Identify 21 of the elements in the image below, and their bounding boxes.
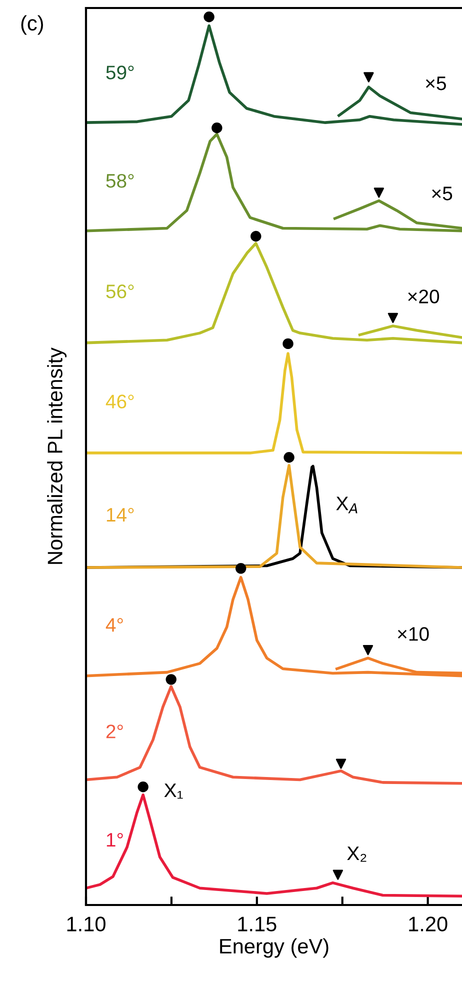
annotation: X₂: [347, 846, 366, 862]
text: 4°: [106, 618, 123, 632]
text: 58°: [106, 174, 134, 188]
y-axis-title: Normalized PL intensity: [47, 348, 67, 564]
x-tick-label: 1.10: [67, 916, 106, 932]
annotation: ×5: [432, 186, 452, 200]
chart-title: (c): [21, 15, 43, 35]
text: 56°: [106, 284, 134, 298]
series-label: 2°: [106, 724, 123, 738]
annotation: X₁: [164, 784, 183, 799]
annotation: X$_{A}$: [336, 496, 358, 514]
series-label: 1°: [106, 832, 123, 847]
x-axis-title: Energy (eV): [220, 938, 328, 958]
text: 14°: [106, 508, 134, 522]
text: 59°: [106, 66, 134, 80]
x-tick-label: 1.15: [238, 916, 276, 932]
annotation: ×20: [408, 290, 440, 304]
x-tick-label: 1.20: [409, 916, 448, 932]
annotation: ×10: [398, 627, 429, 641]
text: 46°: [106, 394, 134, 408]
annotation: ×5: [426, 76, 446, 90]
